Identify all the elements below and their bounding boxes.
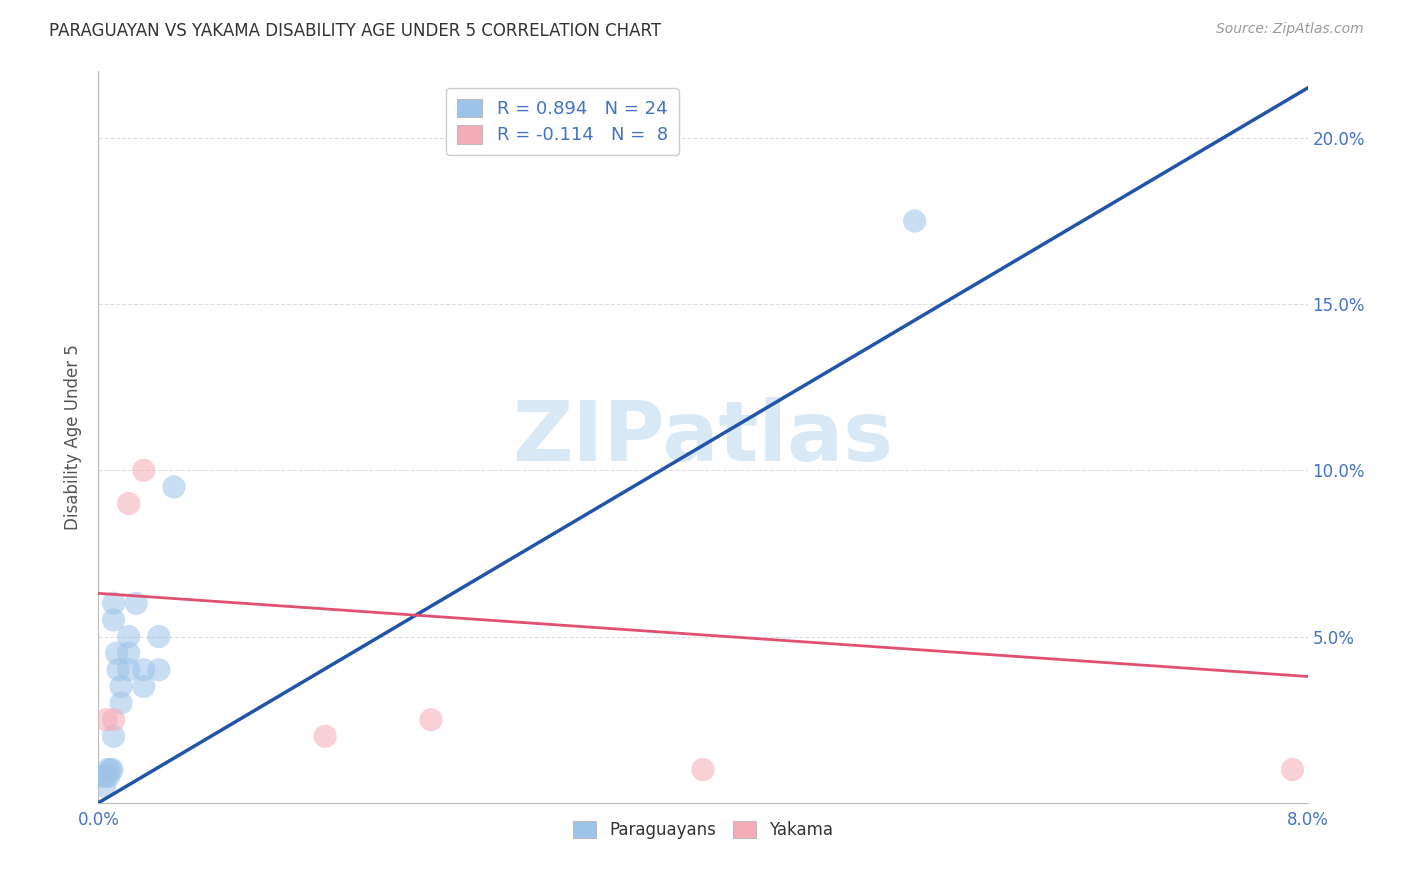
Point (148, 663, 170, 677)
Point (125, 596, 148, 610)
Point (98, 769, 121, 783)
Point (94, 769, 117, 783)
Point (105, 646, 128, 660)
Point (96, 763, 118, 777)
Point (110, 680, 132, 694)
Point (148, 630, 170, 644)
Legend: Paraguayans, Yakama: Paraguayans, Yakama (565, 814, 841, 846)
Point (118, 646, 141, 660)
Point (93, 779, 115, 793)
Point (118, 630, 141, 644)
Point (110, 696, 132, 710)
Point (132, 463, 155, 477)
Y-axis label: Disability Age Under 5: Disability Age Under 5 (65, 344, 83, 530)
Point (91, 769, 114, 783)
Point (904, 214, 927, 228)
Point (101, 763, 124, 777)
Point (132, 680, 155, 694)
Point (100, 763, 122, 777)
Point (132, 663, 155, 677)
Point (314, 729, 336, 743)
Text: ZIPatlas: ZIPatlas (513, 397, 893, 477)
Point (103, 729, 125, 743)
Text: PARAGUAYAN VS YAKAMA DISABILITY AGE UNDER 5 CORRELATION CHART: PARAGUAYAN VS YAKAMA DISABILITY AGE UNDE… (49, 22, 661, 40)
Point (103, 613, 125, 627)
Point (103, 713, 125, 727)
Point (107, 663, 129, 677)
Text: Source: ZipAtlas.com: Source: ZipAtlas.com (1216, 22, 1364, 37)
Point (692, 763, 714, 777)
Point (118, 663, 141, 677)
Point (118, 497, 141, 511)
Point (163, 480, 186, 494)
Point (1281, 763, 1303, 777)
Point (94, 713, 117, 727)
Point (420, 713, 443, 727)
Point (103, 596, 125, 610)
